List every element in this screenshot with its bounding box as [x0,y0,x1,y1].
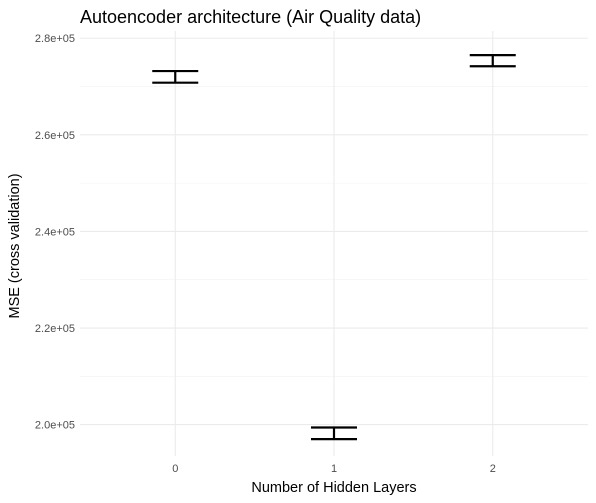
x-axis-tick-labels: 0 1 2 [172,463,496,475]
errorbar-1 [311,426,357,441]
y-tick-label: 2.8e+05 [35,33,75,45]
y-tick-label: 2.4e+05 [35,226,75,238]
errorbar-series [152,54,516,441]
y-tick-label: 2.6e+05 [35,130,75,142]
major-gridlines [80,31,588,456]
chart-title: Autoencoder architecture (Air Quality da… [80,7,421,27]
x-tick-label: 1 [331,463,337,475]
y-tick-label: 2.0e+05 [35,420,75,432]
errorbar-2 [469,54,516,68]
errorbar-0 [152,69,199,84]
x-tick-label: 2 [490,463,496,475]
x-tick-label: 0 [172,463,178,475]
x-axis-title: Number of Hidden Layers [251,480,416,496]
y-axis-title: MSE (cross validation) [7,173,23,318]
y-tick-label: 2.2e+05 [35,323,75,335]
y-axis-tick-labels: 2.0e+05 2.2e+05 2.4e+05 2.6e+05 2.8e+05 [35,33,75,431]
